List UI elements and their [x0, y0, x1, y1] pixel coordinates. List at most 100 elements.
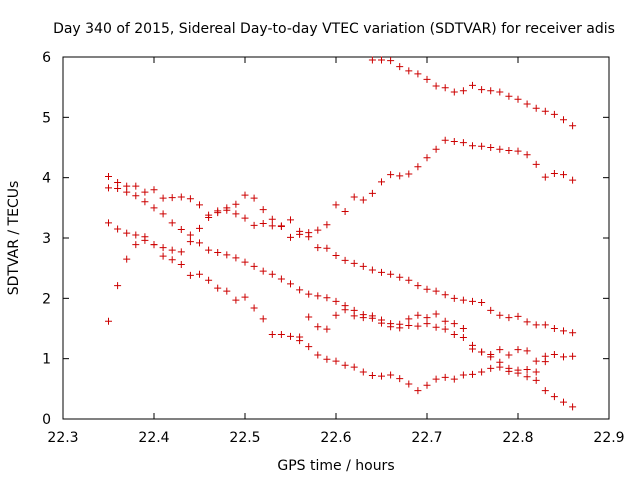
data-point — [423, 75, 431, 83]
data-points — [105, 56, 577, 411]
data-point — [232, 254, 240, 262]
x-tick-label: 22.5 — [229, 430, 260, 446]
series-bottom-track — [296, 337, 549, 395]
data-point — [405, 170, 413, 178]
data-point — [478, 368, 486, 376]
data-point — [332, 251, 340, 259]
data-point — [550, 325, 558, 332]
data-point — [523, 318, 531, 326]
data-point — [259, 220, 267, 228]
data-point — [541, 321, 549, 329]
data-point — [523, 151, 531, 159]
data-point — [532, 321, 540, 329]
data-point — [241, 191, 249, 199]
y-tick-label: 0 — [42, 412, 51, 428]
data-point — [186, 195, 194, 203]
data-point — [141, 233, 149, 241]
data-point — [414, 322, 422, 330]
data-point — [350, 363, 358, 371]
data-point — [387, 320, 395, 328]
data-point — [396, 375, 404, 383]
data-point — [159, 210, 167, 218]
y-tick-label: 2 — [42, 291, 51, 307]
data-point — [541, 358, 549, 366]
data-point — [387, 171, 395, 179]
data-point — [277, 275, 285, 283]
data-point — [378, 56, 385, 64]
data-point — [523, 373, 531, 381]
data-point — [159, 194, 167, 202]
data-point — [423, 154, 431, 162]
data-point — [268, 222, 276, 230]
data-point — [287, 216, 294, 224]
data-point — [232, 200, 240, 208]
data-point — [196, 270, 203, 278]
data-point — [505, 147, 513, 155]
data-point — [505, 314, 513, 322]
data-point — [405, 276, 413, 284]
data-point — [469, 142, 476, 150]
data-point — [459, 139, 467, 147]
data-point — [287, 280, 294, 288]
y-tick-label: 5 — [42, 110, 51, 126]
data-point — [532, 376, 540, 384]
data-point — [150, 204, 158, 212]
data-point — [487, 144, 495, 151]
data-point — [305, 233, 313, 241]
data-point — [368, 266, 376, 274]
data-point — [441, 317, 449, 325]
data-point — [296, 230, 304, 238]
data-point — [177, 226, 185, 234]
data-point — [514, 147, 522, 155]
data-point — [123, 188, 131, 196]
data-point — [441, 373, 449, 381]
data-point — [359, 196, 367, 204]
data-point — [378, 372, 385, 380]
data-point — [287, 233, 294, 241]
data-point — [478, 348, 486, 356]
data-point — [560, 327, 567, 335]
data-point — [250, 194, 258, 202]
data-point — [550, 110, 558, 118]
data-point — [241, 293, 249, 301]
data-point — [323, 355, 331, 363]
data-point — [341, 207, 349, 215]
data-point — [186, 238, 194, 246]
x-tick-label: 22.6 — [320, 430, 351, 446]
data-point — [141, 198, 149, 206]
data-point — [259, 315, 267, 323]
data-point — [277, 331, 285, 339]
data-point — [177, 248, 185, 256]
data-point — [123, 182, 131, 190]
series-lower-track — [105, 233, 577, 365]
data-point — [105, 219, 112, 227]
data-point — [323, 221, 331, 229]
data-point — [314, 351, 322, 359]
series-upper-track — [105, 136, 577, 237]
data-point — [232, 296, 240, 304]
data-point — [569, 352, 577, 360]
data-point — [560, 116, 567, 124]
data-point — [214, 248, 222, 256]
data-point — [423, 381, 431, 389]
data-point — [332, 357, 340, 365]
data-point — [487, 87, 495, 95]
data-point — [450, 331, 458, 339]
data-point — [560, 353, 567, 361]
data-point — [569, 403, 577, 411]
data-point — [569, 329, 577, 337]
data-point — [241, 258, 249, 266]
data-point — [341, 361, 349, 369]
data-point — [532, 357, 540, 365]
data-point — [441, 325, 449, 333]
x-tick-label: 22.3 — [47, 430, 78, 446]
data-point — [432, 375, 440, 383]
data-point — [496, 346, 504, 354]
data-point — [250, 262, 258, 270]
data-point — [332, 311, 340, 319]
data-point — [569, 122, 577, 130]
data-point — [114, 185, 122, 193]
y-tick-label: 4 — [42, 171, 51, 187]
data-point — [314, 244, 322, 252]
data-point — [378, 316, 385, 324]
